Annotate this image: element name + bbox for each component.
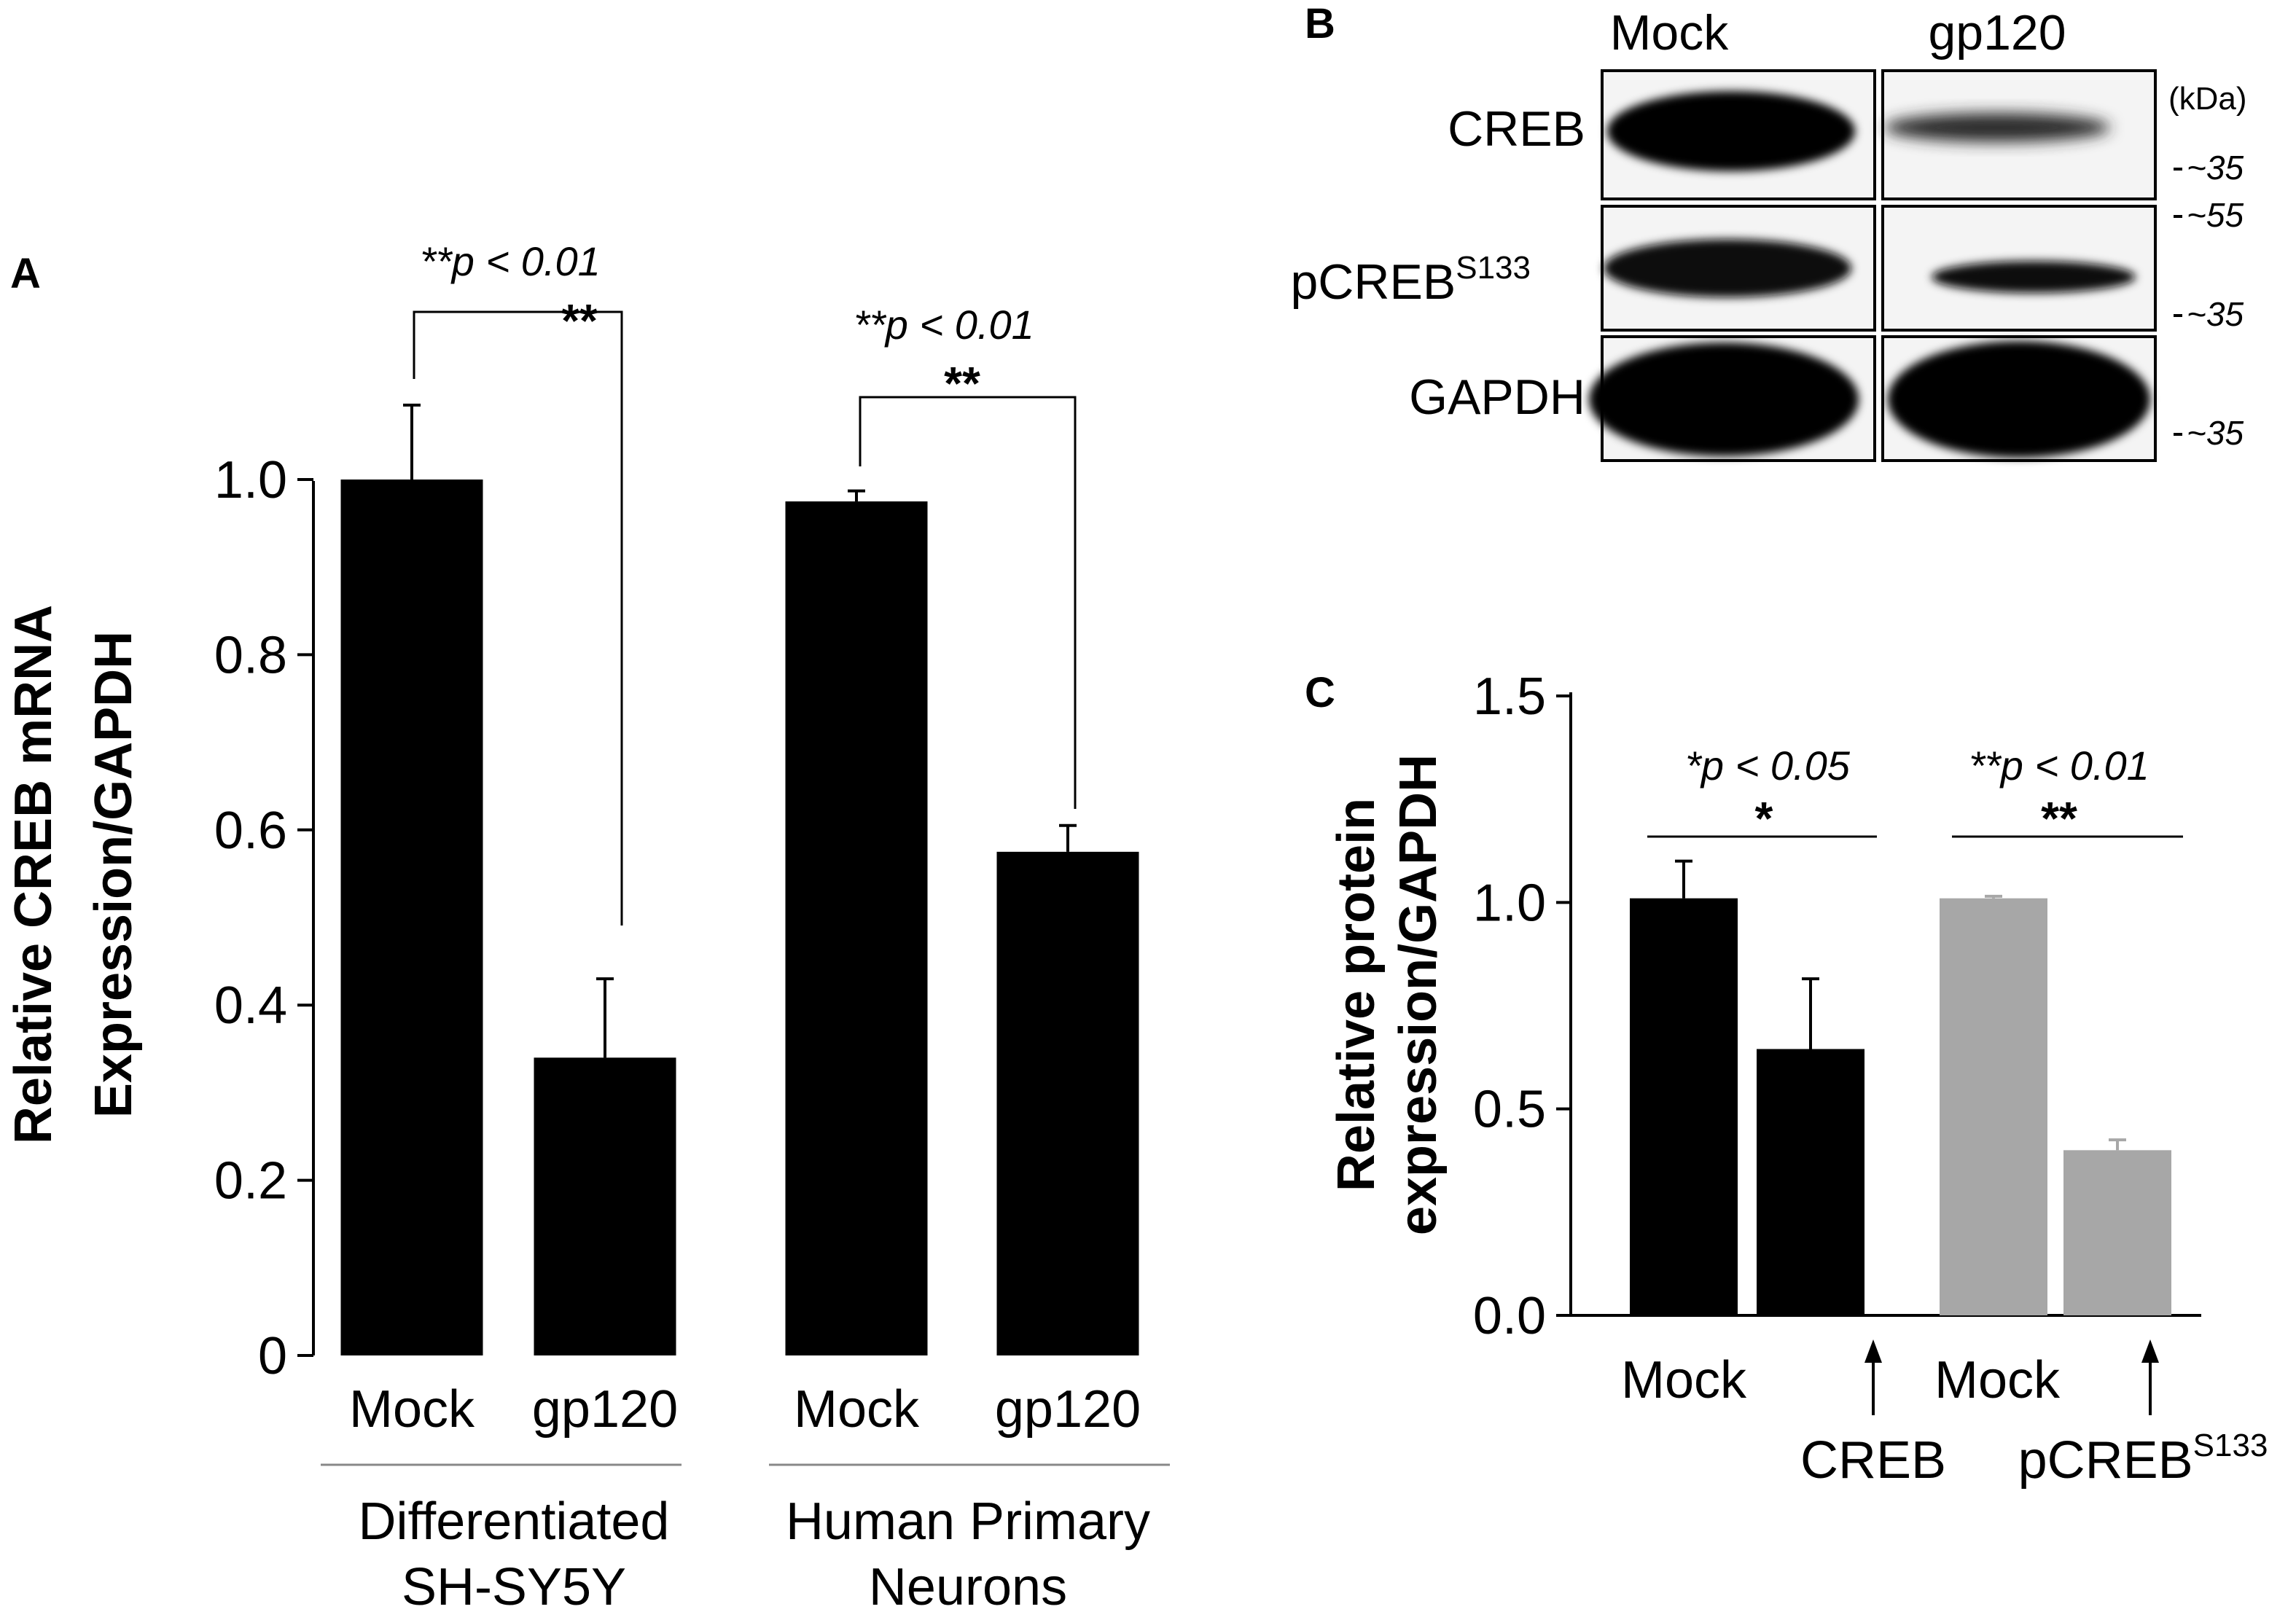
panel-a-ytick-label: 0.2: [214, 1152, 287, 1210]
blot-marker-pcreb-35: ~35: [2187, 295, 2244, 333]
panel-c-cat-2: Mock: [1934, 1351, 2061, 1409]
panel-a-sig-0-bracket: [413, 310, 623, 926]
panel-a-ylabel-line1: Relative CREB mRNA: [4, 605, 63, 1144]
panel-c-bar-1: [1757, 1049, 1864, 1315]
blot-kda-label: (kDa): [2168, 81, 2247, 117]
blot-band-pcreb-gp120: [1932, 261, 2136, 293]
panel-a-ylabel-line2: Expression/GAPDH: [85, 631, 143, 1118]
blot-band-gapdh-mock: [1589, 343, 1859, 456]
panel-c-bars: [1630, 859, 2171, 1315]
panel-c-bar-3: [2063, 1150, 2171, 1315]
panel-a-cat-2: Mock: [794, 1380, 920, 1439]
blot-row-gapdh: GAPDH: [1409, 369, 1585, 425]
panel-c-arrow-label-pcreb: pCREBS133: [2018, 1428, 2268, 1490]
panel-c-arrow-head-pcreb: [2141, 1339, 2159, 1363]
panel-c-ytick-label: 0.5: [1473, 1081, 1546, 1139]
blot-marker-gapdh-35: ~35: [2187, 414, 2244, 452]
panel-c-bar-0: [1630, 898, 1738, 1315]
panel-c-arrow-head-creb: [1864, 1339, 1882, 1363]
blot-row-creb: CREB: [1448, 101, 1585, 157]
blot-col-mock: Mock: [1610, 5, 1729, 60]
blot-marker-pcreb-55: ~55: [2187, 196, 2244, 234]
panel-c-arrow-label-creb: CREB: [1800, 1431, 1946, 1490]
blot-band-pcreb-mock: [1604, 239, 1851, 297]
panel-c: C Relative protein expression/GAPDH 0.00…: [1305, 668, 2268, 1490]
panel-c-bar-2: [1940, 898, 2047, 1315]
panel-a-bars: [340, 403, 1139, 1355]
panel-a-bar-1: [534, 1057, 676, 1355]
panel-a-ytick-label: 0.6: [214, 802, 287, 860]
panel-c-ytick-label: 1.5: [1473, 668, 1546, 726]
blot-band-creb-gp120: [1884, 113, 2110, 142]
panel-a-y-ticks: 0 0.2 0.4 0.6 0.8 1.0: [214, 451, 313, 1385]
panel-a-group-0-line2: SH-SY5Y: [402, 1558, 626, 1616]
panel-a: A Relative CREB mRNA Expression/GAPDH 00…: [4, 238, 1170, 1616]
panel-c-ytick-label: 1.0: [1473, 874, 1546, 932]
blot-band-creb-mock: [1607, 91, 1855, 171]
panel-a-ytick-label: 1.0: [214, 451, 287, 509]
panel-a-cat-3: gp120: [995, 1380, 1141, 1439]
blot-row-pcreb: pCREBS133: [1290, 250, 1531, 310]
panel-c-sig-1-text: **p < 0.01: [1969, 743, 2149, 789]
panel-b-western-blot: B Mock gp120 (kDa) CREB pCREBS133 GAPDH …: [1290, 0, 2247, 462]
panel-c-cat-0: Mock: [1621, 1351, 1747, 1409]
panel-a-bar-3: [996, 851, 1139, 1355]
panel-a-group-1-line1: Human Primary: [786, 1492, 1150, 1551]
panel-a-sig-1-bracket: [859, 396, 1077, 809]
panel-a-bar-0: [340, 480, 483, 1355]
panel-c-ytick-label: 0.0: [1473, 1287, 1546, 1345]
panel-a-group-0-line1: Differentiated: [359, 1492, 670, 1551]
panel-a-sig-0-text: **p < 0.01: [420, 238, 601, 284]
panel-a-ytick-label: 0: [258, 1327, 287, 1385]
panel-a-cat-0: Mock: [349, 1380, 475, 1439]
panel-c-label: C: [1305, 669, 1335, 716]
panel-a-sig-1-stars: **: [944, 357, 980, 410]
panel-a-bar-2: [785, 501, 928, 1355]
blot-marker-creb-35: ~35: [2187, 149, 2244, 187]
panel-c-y-ticks: 0.0 0.5 1.0 1.5: [1473, 668, 1571, 1345]
panel-c-ylabel-line1: Relative protein: [1327, 798, 1386, 1191]
panel-c-sig-0-text: *p < 0.05: [1685, 743, 1851, 789]
panel-a-ytick-label: 0.8: [214, 626, 287, 684]
panel-a-group-1-line2: Neurons: [869, 1558, 1067, 1616]
blot-col-gp120: gp120: [1928, 5, 2066, 60]
panel-a-label: A: [10, 250, 41, 297]
panel-b-label: B: [1305, 0, 1335, 47]
panel-a-cat-1: gp120: [532, 1380, 678, 1439]
panel-c-ylabel-line2: expression/GAPDH: [1389, 754, 1448, 1235]
blot-band-gapdh-gp120: [1888, 341, 2150, 458]
panel-a-ytick-label: 0.4: [214, 977, 287, 1035]
panel-a-sig-1-text: **p < 0.01: [854, 302, 1034, 348]
panel-a-sig-0-stars: **: [561, 294, 598, 347]
